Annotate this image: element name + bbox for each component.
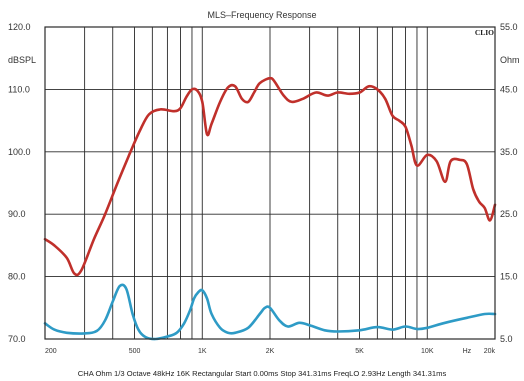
series-group (43, 76, 497, 341)
right-tick-labels: 5.0 15.0 25.0 35.0 45.0 55.0 (500, 22, 518, 344)
left-axis-label: dBSPL (8, 55, 36, 65)
x-tick-label: 20k (484, 348, 496, 355)
right-axis-label: Ohm (500, 55, 520, 65)
right-tick-label: 15.0 (500, 272, 518, 282)
left-tick-label: 120.0 (8, 22, 31, 32)
x-tick-label: 1K (198, 348, 207, 355)
brand-label: CLIO (475, 28, 494, 37)
footer-settings: CHA Ohm 1/3 Octave 48kHz 16K Rectangular… (78, 369, 447, 378)
left-tick-label: 80.0 (8, 272, 26, 282)
right-tick-label: 45.0 (500, 84, 518, 94)
x-tick-label: 200 (45, 348, 57, 355)
right-tick-label: 35.0 (500, 147, 518, 157)
x-tick-label: 500 (129, 348, 141, 355)
chart-title: MLS–Frequency Response (207, 10, 316, 20)
left-tick-labels: 70.0 80.0 90.0 100.0 110.0 120.0 (8, 22, 31, 344)
x-tick-labels: 200 500 1K 2K 5K 10K Hz 20k (45, 348, 495, 355)
left-tick-label: 90.0 (8, 209, 26, 219)
left-tick-label: 110.0 (8, 84, 30, 94)
left-tick-label: 70.0 (8, 334, 26, 344)
plot-frame (44, 26, 496, 340)
spl-curve (43, 76, 497, 277)
impedance-curve (43, 283, 497, 341)
right-tick-label: 5.0 (500, 334, 513, 344)
left-tick-label: 100.0 (8, 147, 31, 157)
x-tick-label: 10K (421, 348, 434, 355)
x-tick-label: Hz (463, 348, 472, 355)
x-tick-label: 2K (266, 348, 275, 355)
x-tick-label: 5K (355, 348, 364, 355)
right-tick-label: 25.0 (500, 209, 518, 219)
grid (45, 27, 495, 339)
right-tick-label: 55.0 (500, 22, 518, 32)
